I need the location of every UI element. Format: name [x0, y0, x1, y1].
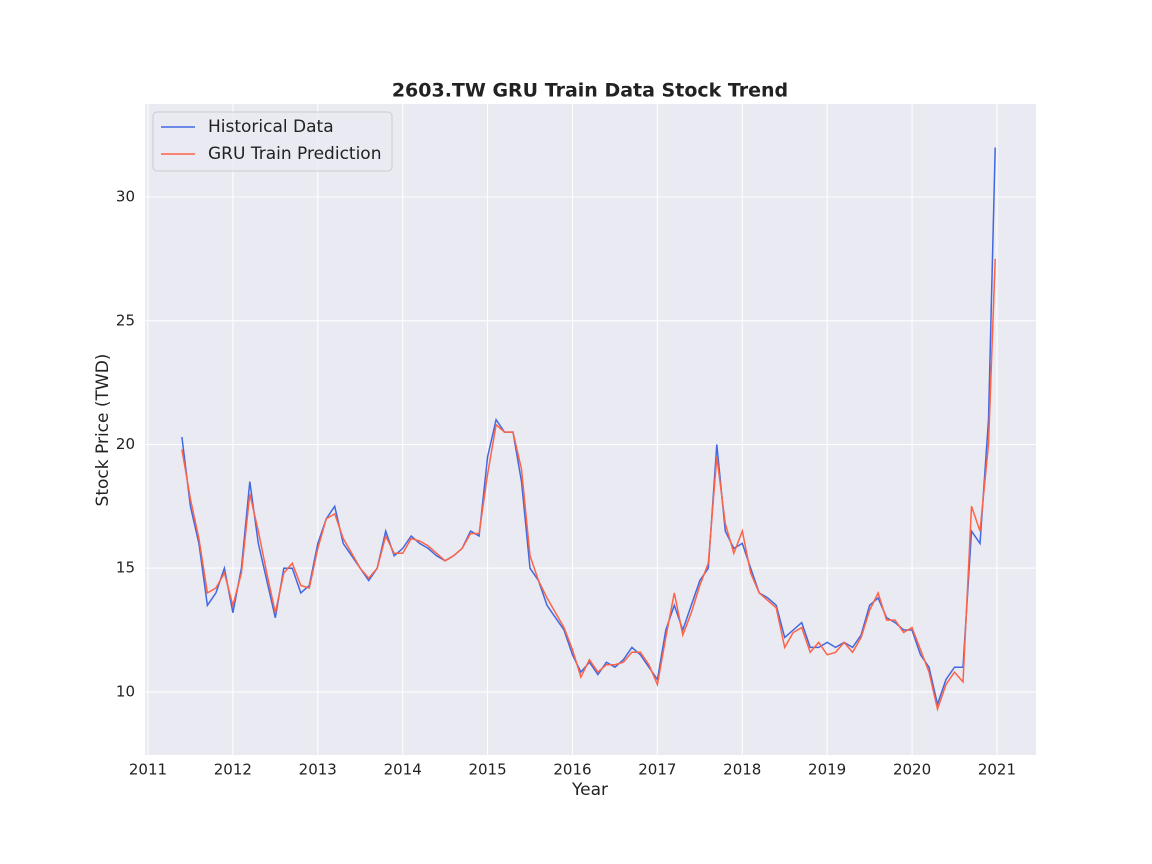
x-tick-label: 2015 — [468, 761, 506, 779]
legend-label: GRU Train Prediction — [208, 144, 381, 164]
y-tick-label: 20 — [116, 435, 135, 453]
x-axis-label: Year — [571, 780, 608, 800]
x-tick-label: 2021 — [978, 761, 1016, 779]
y-tick-label: 25 — [116, 311, 135, 329]
y-tick-label: 10 — [116, 682, 135, 700]
legend-label: Historical Data — [208, 117, 334, 137]
x-tick-label: 2012 — [214, 761, 252, 779]
chart-title: 2603.TW GRU Train Data Stock Trend — [392, 80, 788, 102]
data-line — [181, 258, 996, 712]
plot-area — [145, 104, 1036, 755]
y-tick-label: 30 — [116, 188, 135, 206]
x-tick-label: 2011 — [129, 761, 167, 779]
y-tick-label: 15 — [116, 559, 135, 577]
legend-box — [152, 111, 393, 172]
x-tick-label: 2017 — [638, 761, 676, 779]
x-tick-label: 2018 — [723, 761, 761, 779]
x-tick-label: 2014 — [384, 761, 422, 779]
y-axis-label: Stock Price (TWD) — [93, 354, 113, 507]
x-tick-label: 2016 — [553, 761, 591, 779]
x-tick-label: 2020 — [893, 761, 931, 779]
legend: Historical Data GRU Train Prediction — [152, 111, 393, 172]
x-tick-label: 2019 — [808, 761, 846, 779]
x-tick-label: 2013 — [299, 761, 337, 779]
